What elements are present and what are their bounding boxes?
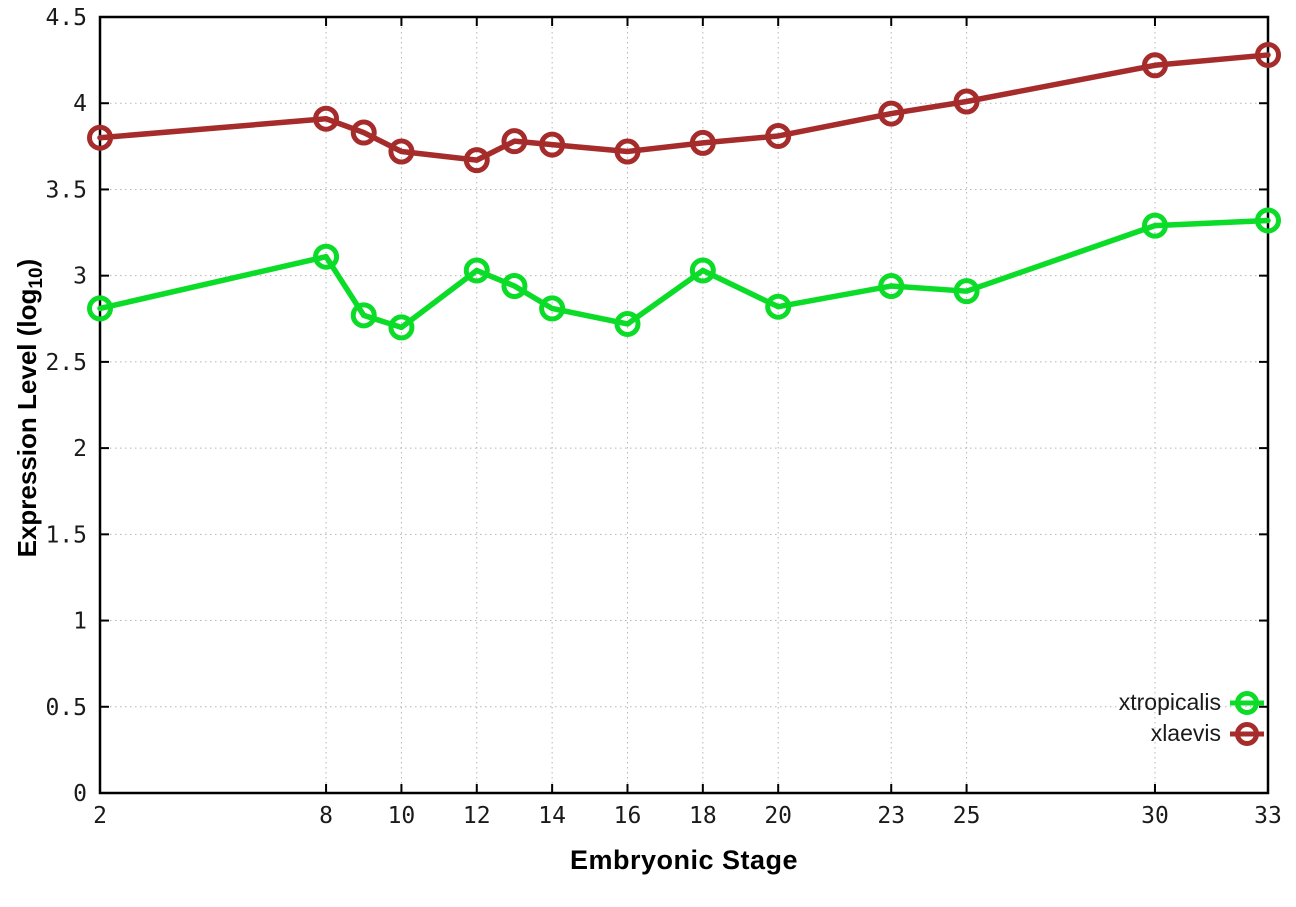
svg-text:12: 12 <box>463 803 491 829</box>
svg-text:2: 2 <box>93 803 107 829</box>
svg-text:20: 20 <box>764 803 792 829</box>
y-axis-title-subscript: 10 <box>26 267 48 289</box>
svg-text:30: 30 <box>1141 803 1169 829</box>
series-xlaevis <box>87 41 1281 174</box>
svg-text:16: 16 <box>614 803 642 829</box>
y-tick-labels: 0 0.5 1 1.5 2 2.5 3 3.5 4 4.5 <box>45 5 87 807</box>
svg-text:3: 3 <box>73 264 87 290</box>
series-xtropicalis <box>87 207 1281 341</box>
svg-text:3.5: 3.5 <box>45 177 87 203</box>
svg-text:8: 8 <box>319 803 333 829</box>
tick-marks <box>99 16 1269 794</box>
svg-text:14: 14 <box>538 803 566 829</box>
x-tick-labels: 2 8 10 12 14 16 18 20 23 25 30 33 <box>93 803 1282 829</box>
svg-text:10: 10 <box>388 803 416 829</box>
legend-entry-xlaevis: xlaevis <box>1151 718 1264 749</box>
y-axis-title-close: ) <box>11 258 42 268</box>
y-axis-title-main: Expression Level (log <box>11 288 42 558</box>
legend-entry-xtropicalis: xtropicalis <box>1119 687 1264 718</box>
svg-text:4.5: 4.5 <box>45 5 87 31</box>
svg-text:0: 0 <box>73 781 87 807</box>
svg-text:23: 23 <box>877 803 905 829</box>
svg-text:33: 33 <box>1254 803 1282 829</box>
legend-marker-xtropicalis-icon <box>1230 690 1264 715</box>
grid-lines <box>100 17 1268 793</box>
svg-text:1: 1 <box>73 609 87 635</box>
legend-marker-xlaevis-icon <box>1230 721 1264 746</box>
svg-text:4: 4 <box>73 91 87 117</box>
svg-text:25: 25 <box>953 803 981 829</box>
svg-text:0.5: 0.5 <box>45 695 87 721</box>
svg-text:1.5: 1.5 <box>45 522 87 548</box>
svg-text:2.5: 2.5 <box>45 350 87 376</box>
svg-text:18: 18 <box>689 803 717 829</box>
plot-border <box>98 15 1270 795</box>
legend: xtropicalis xlaevis <box>1119 687 1264 749</box>
x-axis-title: Embryonic Stage <box>569 845 799 875</box>
y-axis-title: Expression Level (log10) <box>12 198 48 618</box>
legend-label-xlaevis: xlaevis <box>1150 720 1221 746</box>
legend-label-xtropicalis: xtropicalis <box>1118 689 1221 715</box>
svg-text:2: 2 <box>73 436 87 462</box>
